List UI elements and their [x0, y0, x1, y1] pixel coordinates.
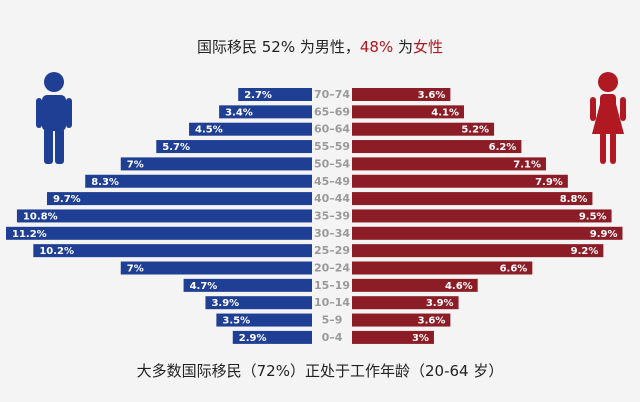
female-bar-60–64	[352, 122, 495, 136]
male-value-label: 10.2%	[39, 246, 74, 257]
bars-group: 2.7% 3.6% 70–74 3.4% 4.1% 65–69 4.5% 5.2% 60–64 5…	[6, 88, 623, 344]
age-group-label: 55–59	[314, 140, 350, 153]
chart-title: 国际移民 52% 为男性，48% 为女性	[0, 36, 640, 57]
female-bar-45–49	[352, 174, 568, 188]
female-bar-20–24	[352, 261, 533, 275]
age-group-label: 0–4	[322, 331, 343, 344]
female-bar-5–9	[352, 313, 451, 327]
male-bar-30–34	[6, 226, 312, 240]
chart-footnote: 大多数国际移民（72%）正处于工作年龄（20-64 岁）	[136, 362, 504, 380]
male-bar-60–64	[189, 122, 312, 136]
female-bar-35–39	[352, 209, 612, 223]
female-value-label: 9.5%	[579, 211, 607, 222]
female-bar-30–34	[352, 226, 623, 240]
male-bar-65–69	[219, 105, 312, 119]
title-male-word: 男性	[314, 38, 345, 56]
age-group-label: 65–69	[314, 105, 350, 118]
male-value-label: 10.8%	[23, 211, 58, 222]
female-bar-25–29	[352, 244, 604, 258]
male-value-label: 2.7%	[244, 90, 272, 101]
male-value-label: 11.2%	[12, 229, 47, 240]
female-figure-icon	[590, 72, 626, 164]
male-value-label: 3.4%	[225, 107, 253, 118]
female-value-label: 8.8%	[560, 194, 588, 205]
male-bar-5–9	[216, 313, 312, 327]
female-value-label: 7.1%	[513, 159, 541, 170]
title-female-word: 女性	[413, 38, 444, 56]
age-group-label: 70–74	[314, 88, 350, 101]
female-bar-70–74	[352, 88, 451, 101]
male-figure-icon	[36, 72, 72, 164]
female-value-label: 3.6%	[418, 90, 446, 101]
female-value-label: 9.2%	[571, 246, 599, 257]
male-value-label: 4.7%	[190, 281, 218, 292]
female-value-label: 3.9%	[426, 298, 454, 309]
male-bar-55–59	[156, 140, 312, 154]
female-value-label: 5.2%	[461, 125, 489, 136]
male-bar-50–54	[120, 157, 312, 171]
age-group-label: 50–54	[314, 157, 350, 170]
male-value-label: 9.7%	[53, 194, 81, 205]
male-bar-70–74	[238, 88, 312, 101]
male-value-label: 7%	[127, 159, 144, 170]
female-value-label: 4.6%	[445, 281, 473, 292]
male-bar-20–24	[120, 261, 312, 275]
female-bar-65–69	[352, 105, 465, 119]
female-bar-0–4	[352, 330, 434, 344]
female-value-label: 7.9%	[535, 177, 563, 188]
female-bar-55–59	[352, 140, 522, 154]
male-value-label: 8.3%	[91, 177, 119, 188]
age-group-label: 10–14	[314, 296, 350, 309]
age-group-label: 35–39	[314, 209, 350, 222]
male-bar-0–4	[232, 330, 312, 344]
title-separator: ，	[344, 38, 360, 56]
female-bar-10–14	[352, 296, 459, 310]
age-group-label: 60–64	[314, 123, 350, 136]
age-group-label: 5–9	[322, 314, 343, 327]
male-bar-25–29	[33, 244, 312, 258]
female-value-label: 3.6%	[418, 316, 446, 327]
title-prefix: 国际移民 52% 为	[196, 38, 315, 56]
male-value-label: 3.5%	[222, 316, 250, 327]
female-bar-15–19	[352, 278, 478, 292]
male-value-label: 7%	[127, 264, 144, 275]
male-bar-10–14	[205, 296, 312, 310]
female-bar-50–54	[352, 157, 546, 171]
male-value-label: 3.9%	[211, 298, 239, 309]
male-bar-35–39	[16, 209, 313, 223]
male-bar-45–49	[85, 174, 312, 188]
male-value-label: 4.5%	[195, 125, 223, 136]
male-bar-15–19	[183, 278, 312, 292]
female-value-label: 6.2%	[489, 142, 517, 153]
age-group-label: 40–44	[314, 192, 350, 205]
female-bar-40–44	[352, 192, 593, 206]
female-value-label: 9.9%	[590, 229, 618, 240]
title-mid: 为	[393, 38, 414, 56]
female-value-label: 6.6%	[500, 264, 528, 275]
age-group-label: 25–29	[314, 244, 350, 257]
age-group-label: 20–24	[314, 262, 350, 275]
male-value-label: 2.9%	[239, 333, 267, 344]
female-value-label: 3%	[412, 333, 429, 344]
age-group-label: 15–19	[314, 279, 350, 292]
female-value-label: 4.1%	[431, 107, 459, 118]
age-group-label: 30–34	[314, 227, 350, 240]
title-female-pct: 48%	[359, 38, 394, 56]
male-bar-40–44	[46, 192, 312, 206]
age-group-label: 45–49	[314, 175, 350, 188]
male-value-label: 5.7%	[162, 142, 190, 153]
